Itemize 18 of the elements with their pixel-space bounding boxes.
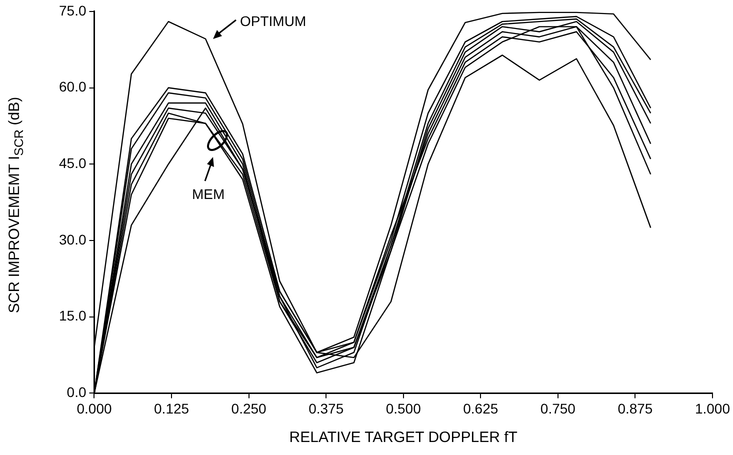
y-tick-label: 30.0: [59, 231, 86, 248]
x-tick-label: 0.500: [386, 400, 422, 416]
x-tick-label: 1.000: [694, 400, 730, 416]
x-axis-title: RELATIVE TARGET DOPPLER fT: [289, 429, 518, 446]
y-tick-label: 60.0: [59, 78, 86, 95]
y-tick-label: 75.0: [59, 2, 86, 18]
y-tick-label: 15.0: [59, 308, 86, 324]
x-tick-label: 0.125: [154, 400, 190, 416]
x-tick-label: 0.750: [540, 400, 576, 416]
annotation: MEM: [192, 186, 225, 202]
x-tick-label: 0.375: [308, 400, 344, 416]
y-tick-label: 45.0: [59, 154, 86, 171]
x-tick-label: 0.250: [231, 400, 267, 416]
x-tick-label: 0.625: [463, 400, 498, 416]
x-tick-label: 0.000: [76, 400, 112, 416]
annotation: OPTIMUM: [240, 13, 306, 29]
y-tick-label: 0.0: [66, 384, 86, 400]
x-tick-label: 0.875: [618, 400, 653, 416]
